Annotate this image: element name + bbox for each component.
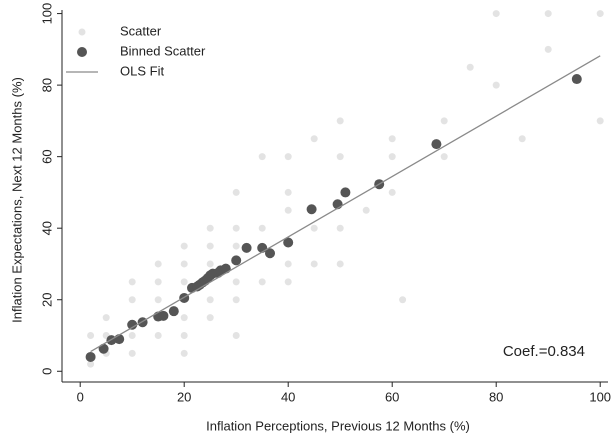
scatter-point	[336, 260, 344, 268]
legend-label: Binned Scatter	[120, 43, 206, 58]
scatter-point	[440, 117, 448, 125]
x-axis-title: Inflation Perceptions, Previous 12 Month…	[206, 418, 470, 433]
scatter-point	[206, 314, 214, 322]
scatter-point	[128, 296, 136, 304]
scatter-point	[180, 314, 188, 322]
scatter-point	[284, 278, 292, 286]
binned-point	[220, 263, 231, 274]
binned-point	[241, 242, 252, 253]
binned-point	[231, 255, 242, 266]
legend-label: OLS Fit	[120, 63, 164, 78]
scatter-point	[180, 242, 188, 250]
scatter-point	[310, 260, 318, 268]
scatter-point	[258, 153, 266, 161]
scatter-point	[399, 296, 407, 304]
scatter-point	[284, 260, 292, 268]
scatter-point	[206, 296, 214, 304]
y-tick-label: 20	[39, 292, 54, 306]
scatter-point	[232, 296, 240, 304]
binned-point	[571, 74, 582, 85]
binned-point	[340, 187, 351, 198]
scatter-point	[102, 314, 110, 322]
scatter-point	[388, 135, 396, 143]
legend-swatch	[77, 47, 87, 57]
scatter-point	[154, 296, 162, 304]
scatter-point	[180, 332, 188, 339]
scatter-point	[310, 135, 318, 143]
scatter-point	[154, 260, 162, 268]
scatter-point	[388, 153, 396, 161]
scatter-point	[336, 224, 344, 232]
legend-swatch	[78, 28, 86, 36]
scatter-point	[492, 81, 500, 89]
scatter-point	[596, 117, 604, 125]
binned-point	[306, 204, 317, 215]
y-tick-label: 40	[39, 221, 54, 235]
scatter-point	[206, 242, 214, 250]
fit-line	[90, 55, 601, 353]
scatter-point	[128, 332, 136, 339]
x-tick-label: 20	[177, 389, 191, 404]
scatter-point	[232, 188, 240, 196]
scatter-point	[336, 153, 344, 161]
binned-point	[158, 310, 169, 321]
x-tick-label: 0	[77, 389, 84, 404]
x-tick-label: 100	[589, 389, 611, 404]
scatter-point	[180, 349, 188, 357]
binned-point	[168, 306, 179, 317]
scatter-point	[180, 278, 188, 286]
scatter-point	[544, 10, 552, 18]
scatter-point	[232, 278, 240, 286]
binned-point	[127, 319, 138, 330]
scatter-point	[284, 206, 292, 214]
y-tick-label: 80	[39, 78, 54, 92]
scatter-point	[87, 332, 95, 339]
scatter-point	[258, 224, 266, 232]
y-axis-title: Inflation Expectations, Next 12 Months (…	[9, 77, 24, 323]
scatter-point	[232, 332, 240, 339]
scatter-point	[232, 242, 240, 250]
scatter-point	[284, 153, 292, 161]
scatter-point	[362, 206, 370, 214]
scatter-point	[258, 278, 266, 286]
scatter-point	[232, 224, 240, 232]
y-tick-label: 60	[39, 149, 54, 163]
scatter-point	[466, 63, 474, 71]
scatter-point	[206, 260, 214, 268]
y-tick-label: 0	[39, 368, 54, 375]
scatter-point	[206, 224, 214, 232]
scatter-point	[128, 278, 136, 286]
x-tick-label: 60	[385, 389, 399, 404]
scatter-point	[440, 153, 448, 161]
binned-point	[431, 139, 442, 150]
scatter-point	[284, 188, 292, 196]
scatter-point	[596, 10, 604, 18]
scatter-point	[87, 360, 95, 368]
scatter-point	[128, 349, 136, 357]
legend-label: Scatter	[120, 23, 162, 38]
scatter-point	[388, 188, 396, 196]
scatter-point	[154, 278, 162, 286]
binned-point	[283, 237, 294, 248]
scatter-point	[544, 45, 552, 53]
binned-point	[98, 343, 109, 354]
scatter-point	[310, 224, 318, 232]
scatter-point	[180, 260, 188, 268]
x-tick-label: 80	[489, 389, 503, 404]
scatter-point	[336, 117, 344, 125]
scatter-point	[492, 10, 500, 18]
x-tick-label: 40	[281, 389, 295, 404]
annotation: Coef.=0.834	[503, 343, 585, 360]
scatter-point	[518, 135, 526, 143]
binned-point	[85, 351, 96, 362]
scatter-point	[154, 332, 162, 339]
y-tick-label: 100	[39, 3, 54, 25]
binned-point	[265, 248, 275, 259]
